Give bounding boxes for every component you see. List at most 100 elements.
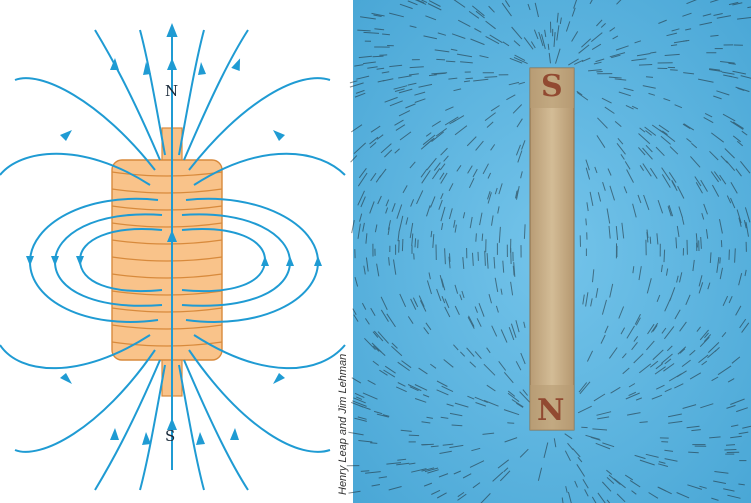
- iron-filing: [432, 234, 435, 248]
- iron-filing: [508, 327, 515, 341]
- iron-filing: [597, 416, 610, 420]
- iron-filing: [489, 34, 503, 44]
- iron-filing: [595, 288, 599, 298]
- iron-filing: [655, 363, 664, 370]
- iron-filing: [553, 438, 557, 448]
- iron-filing: [487, 191, 491, 200]
- iron-filing: [440, 147, 448, 156]
- iron-filing: [637, 194, 642, 204]
- iron-filing: [702, 13, 712, 17]
- iron-filing: [475, 402, 487, 407]
- iron-filing: [504, 437, 518, 443]
- iron-filing: [724, 449, 737, 451]
- field-line-outer: [139, 364, 166, 491]
- iron-filing: [381, 71, 390, 74]
- iron-filing: [427, 3, 442, 11]
- iron-filing: [668, 172, 677, 183]
- iron-filing: [686, 425, 700, 429]
- iron-filing: [385, 199, 390, 207]
- iron-filing: [514, 54, 526, 62]
- solenoid-coil: [111, 127, 223, 397]
- iron-filing: [396, 204, 403, 219]
- iron-filing: [638, 147, 646, 156]
- iron-filing: [421, 170, 431, 184]
- iron-filing: [479, 212, 483, 226]
- coil-winding: [111, 205, 223, 211]
- iron-filing: [391, 342, 398, 349]
- iron-filing: [668, 204, 674, 217]
- field-line-outer: [0, 334, 151, 370]
- iron-filing: [482, 432, 495, 435]
- iron-filing: [498, 360, 507, 371]
- iron-filing: [732, 135, 742, 143]
- iron-filing: [658, 463, 669, 467]
- iron-filing: [699, 329, 709, 341]
- iron-filing: [414, 384, 428, 391]
- iron-filing: [370, 125, 381, 133]
- iron-filing: [475, 10, 485, 19]
- iron-filing: [462, 257, 465, 269]
- iron-filing: [699, 336, 710, 348]
- iron-filing: [448, 77, 458, 80]
- iron-filing: [474, 28, 482, 33]
- iron-filing: [448, 256, 451, 269]
- iron-filing: [728, 295, 733, 304]
- iron-filing: [508, 81, 520, 86]
- iron-filing: [394, 148, 400, 154]
- iron-filing: [658, 124, 670, 133]
- iron-filing: [391, 345, 403, 357]
- coil-winding: [111, 273, 223, 279]
- iron-filing: [606, 477, 615, 484]
- iron-filing: [581, 57, 591, 63]
- iron-filing: [414, 0, 427, 5]
- iron-filing: [661, 174, 671, 188]
- iron-filing: [504, 0, 511, 8]
- iron-filing: [573, 59, 584, 65]
- iron-filing: [674, 383, 684, 389]
- iron-filing: [500, 329, 508, 343]
- iron-filing: [677, 185, 685, 199]
- iron-filing: [738, 272, 743, 286]
- iron-filing: [446, 403, 454, 407]
- iron-filing: [472, 482, 481, 489]
- iron-filing: [626, 169, 634, 183]
- iron-filing: [651, 394, 663, 400]
- iron-filing: [466, 347, 475, 357]
- iron-filing: [660, 135, 671, 145]
- iron-filing: [436, 288, 442, 302]
- iron-filing: [441, 385, 454, 393]
- iron-filing: [675, 237, 678, 249]
- iron-filing: [465, 77, 473, 80]
- iron-filing: [516, 118, 523, 128]
- iron-filing: [608, 474, 621, 485]
- iron-filing: [593, 61, 602, 65]
- iron-filing: [633, 353, 644, 364]
- iron-filing: [649, 167, 658, 179]
- iron-filing: [448, 183, 454, 192]
- iron-filing: [604, 325, 609, 334]
- iron-filing: [689, 349, 696, 356]
- iron-filing: [692, 259, 695, 272]
- iron-filing: [738, 431, 749, 435]
- iron-filing: [564, 450, 571, 462]
- iron-filing: [430, 445, 439, 448]
- iron-filing: [676, 275, 679, 283]
- iron-filing: [422, 394, 430, 398]
- iron-filing: [541, 34, 546, 50]
- iron-filing: [402, 185, 408, 194]
- iron-filing: [663, 98, 671, 102]
- iron-filing: [449, 253, 451, 262]
- iron-filing: [398, 110, 411, 117]
- iron-filing: [597, 117, 608, 129]
- iron-filing: [736, 140, 744, 147]
- iron-filing: [372, 55, 384, 58]
- iron-filing: [418, 295, 425, 307]
- iron-filing: [358, 55, 372, 59]
- iron-filing: [711, 376, 719, 382]
- iron-filing: [400, 429, 412, 432]
- iron-filing: [670, 44, 678, 47]
- iron-filing: [730, 398, 745, 405]
- iron-filing: [631, 105, 639, 110]
- iron-filing: [361, 302, 367, 310]
- bar-magnet: [529, 67, 575, 431]
